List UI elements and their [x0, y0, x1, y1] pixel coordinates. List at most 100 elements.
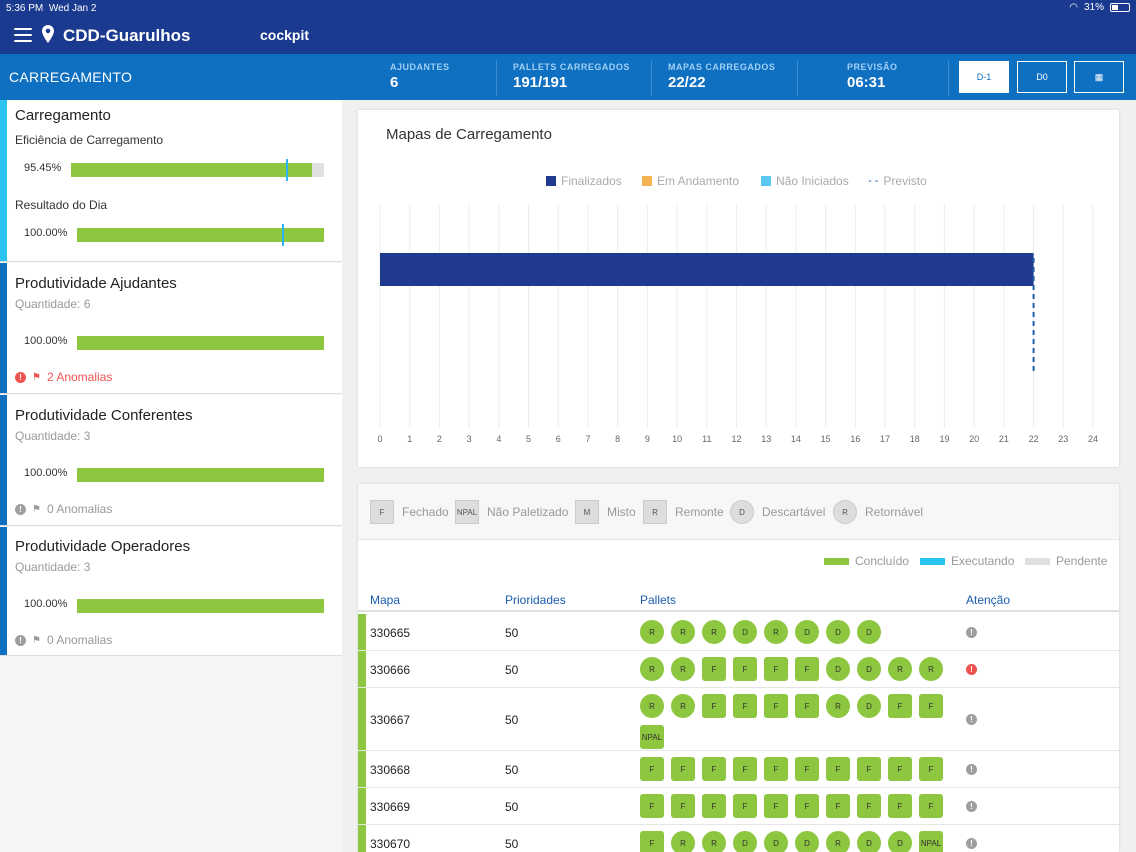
- pallet-badge[interactable]: F: [795, 694, 819, 718]
- pallet-badge[interactable]: F: [795, 757, 819, 781]
- card-operadores[interactable]: Produtividade Operadores Quantidade: 3 1…: [0, 527, 342, 656]
- pallet-badge[interactable]: D: [795, 831, 819, 852]
- pallet-badge[interactable]: F: [919, 694, 943, 718]
- table-row[interactable]: 330665 50 R R R D R D D D!: [358, 614, 1119, 651]
- pallet-badge[interactable]: D: [733, 831, 757, 852]
- calendar-button[interactable]: ▦: [1074, 61, 1124, 93]
- pallet-badge[interactable]: NPAL: [919, 831, 943, 852]
- pallet-badge[interactable]: D: [764, 831, 788, 852]
- pallet-badge[interactable]: D: [826, 657, 850, 681]
- pallet-badge[interactable]: F: [919, 757, 943, 781]
- x-tick-label: 21: [999, 434, 1009, 444]
- pallet-badge[interactable]: D: [826, 620, 850, 644]
- pallet-badge[interactable]: R: [640, 694, 664, 718]
- location-title[interactable]: CDD-Guarulhos: [63, 26, 191, 45]
- pallet-badge[interactable]: F: [640, 831, 664, 852]
- card-conferentes[interactable]: Produtividade Conferentes Quantidade: 3 …: [0, 395, 342, 526]
- pallet-badge[interactable]: R: [702, 620, 726, 644]
- table-row[interactable]: 330669 50 F F F F F F F F F F!: [358, 788, 1119, 825]
- pallet-badge[interactable]: F: [702, 794, 726, 818]
- anomalias-indicator[interactable]: ! ⚑ 0 Anomalias: [15, 633, 112, 647]
- pallet-badge[interactable]: R: [826, 694, 850, 718]
- pallet-badge[interactable]: F: [764, 657, 788, 681]
- kpi-divider: [651, 60, 652, 96]
- pallet-badge[interactable]: F: [733, 757, 757, 781]
- pallet-badge[interactable]: D: [857, 694, 881, 718]
- attention-error-icon[interactable]: !: [966, 663, 977, 675]
- pallet-badge[interactable]: R: [671, 620, 695, 644]
- table-row[interactable]: 330668 50 F F F F F F F F F F!: [358, 751, 1119, 788]
- pallet-badge[interactable]: F: [640, 794, 664, 818]
- pallet-badge[interactable]: D: [888, 831, 912, 852]
- location-pin-icon: [42, 25, 54, 43]
- pallet-badge[interactable]: F: [702, 694, 726, 718]
- attention-info-icon[interactable]: !: [966, 713, 977, 725]
- pallet-badge[interactable]: F: [795, 657, 819, 681]
- pallet-badge[interactable]: F: [826, 757, 850, 781]
- header-pallets[interactable]: Pallets: [640, 593, 677, 607]
- pallet-badge[interactable]: F: [857, 757, 881, 781]
- pallet-badge[interactable]: F: [702, 757, 726, 781]
- pallet-badge[interactable]: F: [733, 794, 757, 818]
- pallet-type-label: Retornável: [865, 505, 924, 519]
- result-target-marker: [282, 224, 284, 246]
- header-atencao[interactable]: Atenção: [966, 593, 1011, 607]
- header-prioridades[interactable]: Prioridades: [505, 593, 566, 607]
- d-minus-1-button[interactable]: D-1: [959, 61, 1009, 93]
- pallet-badge[interactable]: D: [857, 831, 881, 852]
- attention-info-icon[interactable]: !: [966, 763, 977, 775]
- card-accent: [0, 395, 7, 525]
- pallet-badge[interactable]: D: [795, 620, 819, 644]
- legend-nao-paletizado: NPAL Não Paletizado: [455, 500, 568, 524]
- header-mapa[interactable]: Mapa: [370, 593, 401, 607]
- pallet-badge[interactable]: F: [764, 694, 788, 718]
- pallet-badge[interactable]: R: [764, 620, 788, 644]
- legend-descartavel: D Descartável: [730, 500, 825, 524]
- table-row[interactable]: 330666 50 R R F F F F D D R R!: [358, 651, 1119, 688]
- pallet-badge[interactable]: R: [702, 831, 726, 852]
- pallet-badge[interactable]: R: [919, 657, 943, 681]
- pallet-badge[interactable]: F: [671, 757, 695, 781]
- pallet-badge[interactable]: F: [702, 657, 726, 681]
- pallet-badge[interactable]: R: [671, 831, 695, 852]
- card-carregamento[interactable]: Carregamento Eficiência de Carregamento …: [0, 100, 342, 262]
- row-status-accent: [358, 614, 366, 650]
- pallet-badge[interactable]: F: [888, 694, 912, 718]
- attention-info-icon[interactable]: !: [966, 626, 977, 638]
- pallet-badge[interactable]: F: [733, 694, 757, 718]
- pallet-badge[interactable]: F: [888, 794, 912, 818]
- pallet-badge[interactable]: F: [764, 757, 788, 781]
- anomalias-indicator[interactable]: ! ⚑ 2 Anomalias: [15, 370, 112, 384]
- d0-button[interactable]: D0: [1017, 61, 1067, 93]
- kpi-label: MAPAS CARREGADOS: [668, 62, 776, 72]
- card-ajudantes[interactable]: Produtividade Ajudantes Quantidade: 6 10…: [0, 263, 342, 394]
- pallet-badge[interactable]: F: [857, 794, 881, 818]
- pallet-badge[interactable]: F: [826, 794, 850, 818]
- pallet-badge[interactable]: F: [919, 794, 943, 818]
- table-row[interactable]: 330670 50 F R R D D D R D D NPAL!: [358, 825, 1119, 852]
- pallet-badge[interactable]: D: [857, 657, 881, 681]
- table-row[interactable]: 330667 50 R R F F F F R D F F NPAL!: [358, 688, 1119, 751]
- pallet-badge[interactable]: R: [888, 657, 912, 681]
- menu-icon[interactable]: [14, 28, 32, 42]
- pallet-badge[interactable]: F: [764, 794, 788, 818]
- pallet-badge[interactable]: R: [826, 831, 850, 852]
- pallet-badge[interactable]: F: [671, 794, 695, 818]
- pallet-badge[interactable]: R: [640, 620, 664, 644]
- pallet-badge[interactable]: D: [733, 620, 757, 644]
- pallet-badge[interactable]: F: [733, 657, 757, 681]
- pallet-badge[interactable]: F: [640, 757, 664, 781]
- pallet-badge[interactable]: F: [795, 794, 819, 818]
- pallet-badge[interactable]: F: [888, 757, 912, 781]
- pallet-badge[interactable]: NPAL: [640, 725, 664, 749]
- status-swatch: [920, 557, 945, 565]
- pallet-badge[interactable]: R: [640, 657, 664, 681]
- pallet-badge[interactable]: D: [857, 620, 881, 644]
- attention-info-icon[interactable]: !: [966, 837, 977, 849]
- anomalias-indicator[interactable]: ! ⚑ 0 Anomalias: [15, 502, 112, 516]
- bar-finalizados[interactable]: [380, 253, 1034, 286]
- attention-info-icon[interactable]: !: [966, 800, 977, 812]
- pallet-badge[interactable]: R: [671, 694, 695, 718]
- pallet-badge[interactable]: R: [671, 657, 695, 681]
- x-tick-label: 7: [585, 434, 590, 444]
